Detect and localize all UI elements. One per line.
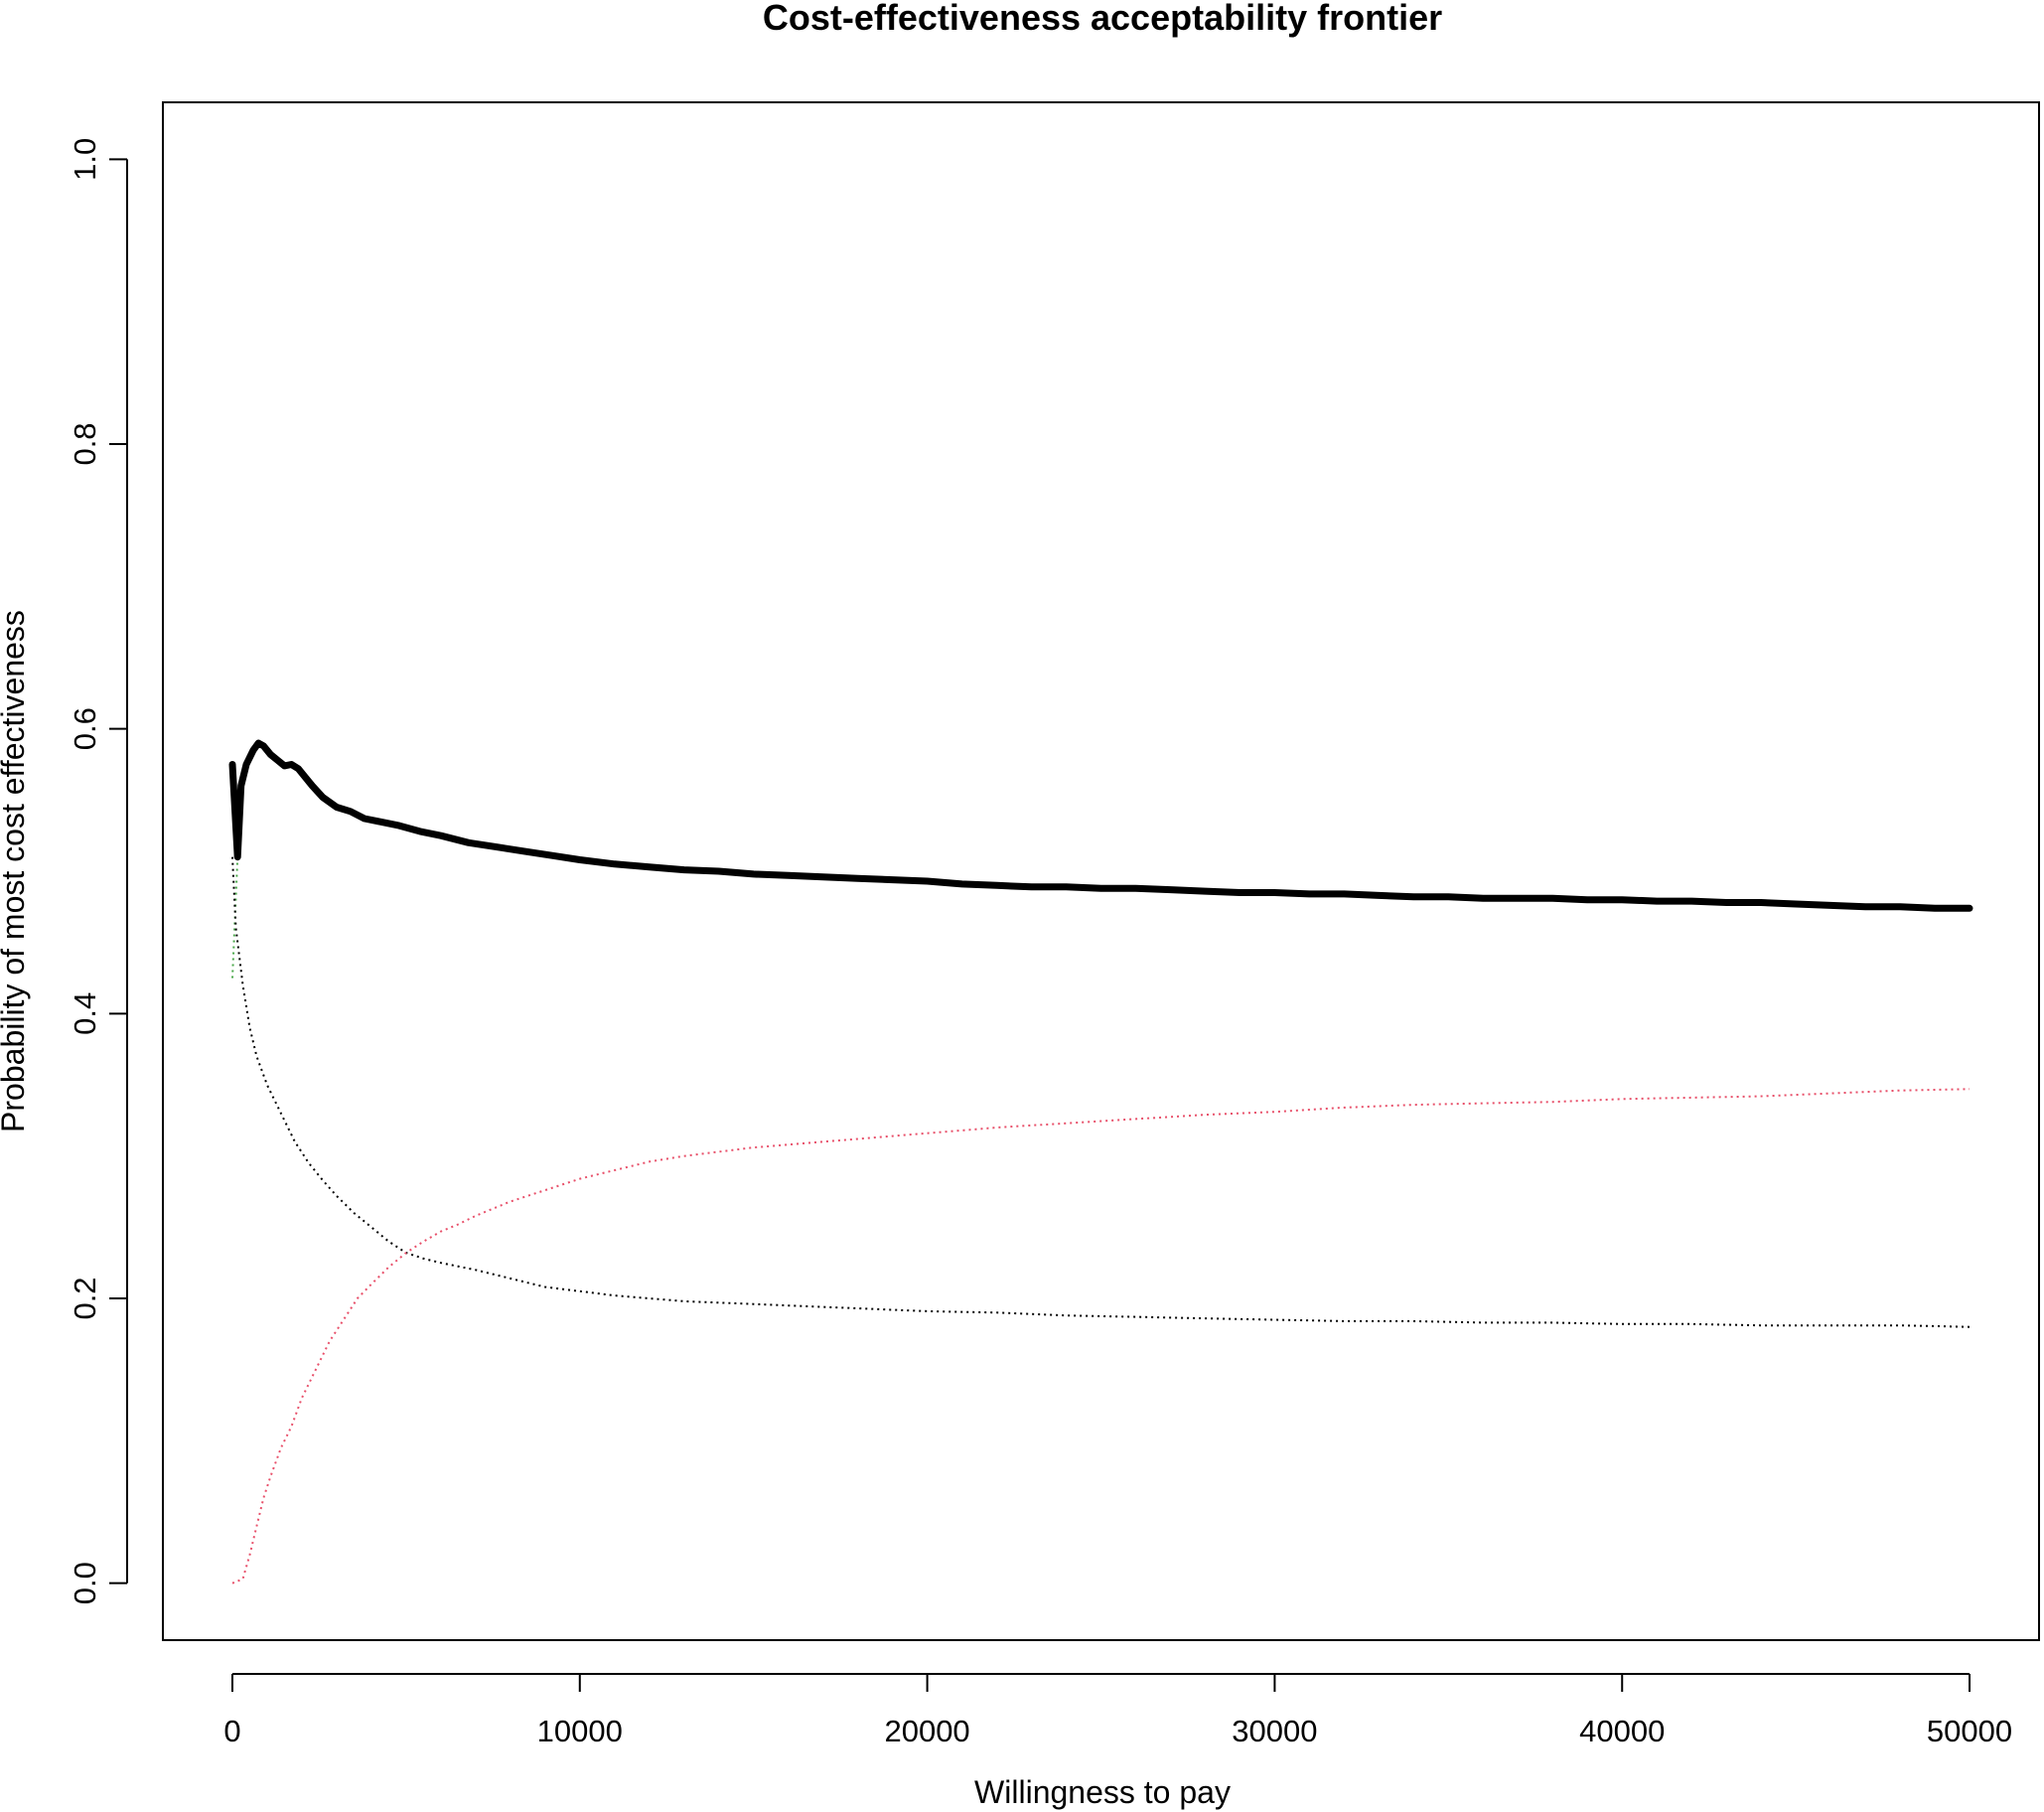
chart-title: Cost-effectiveness acceptability frontie…	[763, 0, 1442, 38]
x-tick-label: 20000	[884, 1714, 969, 1748]
y-tick-label: 0.0	[68, 1562, 102, 1604]
y-tick-label: 0.4	[68, 992, 102, 1035]
series-line-2	[231, 1088, 1971, 1585]
y-axis: 0.0 0.2 0.4 0.6 0.8 1.0	[68, 138, 128, 1604]
y-tick-label: 1.0	[68, 138, 102, 181]
y-tick-label: 0.8	[68, 422, 102, 465]
series-layer	[228, 739, 1973, 1585]
y-tick-label: 0.2	[68, 1277, 102, 1319]
plot-frame	[162, 101, 2040, 1641]
x-tick-label: 40000	[1579, 1714, 1665, 1748]
x-tick-label: 10000	[537, 1714, 623, 1748]
x-tick-label: 0	[223, 1714, 240, 1748]
x-axis-title: Willingness to pay	[974, 1774, 1231, 1810]
y-axis-title: Probability of most cost effectiveness	[0, 610, 31, 1132]
x-axis: 0 10000 20000 30000 40000 50000	[223, 1673, 2012, 1748]
x-tick-label: 50000	[1927, 1714, 2012, 1748]
x-tick-label: 30000	[1232, 1714, 1317, 1748]
y-tick-label: 0.6	[68, 707, 102, 750]
series-line-0	[228, 739, 1973, 912]
